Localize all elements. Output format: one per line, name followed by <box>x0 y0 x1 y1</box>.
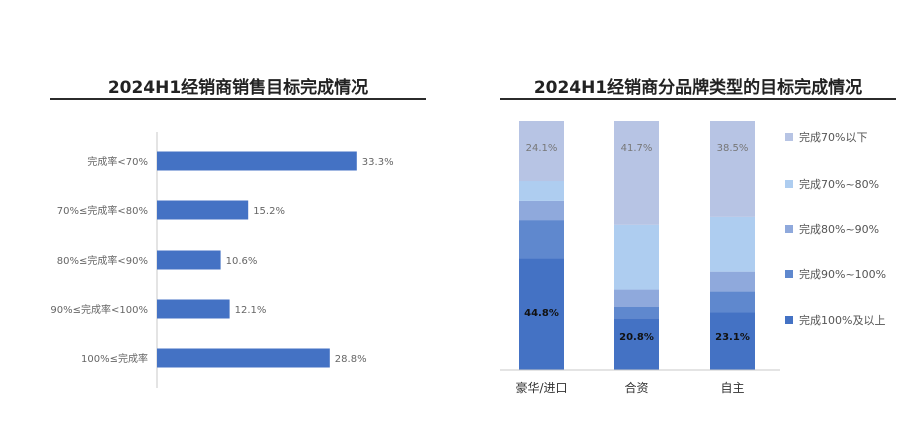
category-label: 完成率<70% <box>87 155 148 168</box>
x-category-label: 自主 <box>720 381 744 395</box>
bar <box>157 299 230 319</box>
stacked-segment <box>614 224 659 290</box>
stacked-segment <box>519 181 564 201</box>
segment-value-label: 44.8% <box>524 308 559 319</box>
stacked-segment <box>710 121 755 217</box>
category-label: 90%≤完成率<100% <box>50 303 148 316</box>
chart-title-right: 2024H1经销商分品牌类型的目标完成情况 <box>533 78 863 98</box>
stacked-segment <box>519 258 564 370</box>
legend-label: 完成90%~100% <box>799 267 886 281</box>
legend-swatch <box>785 270 793 278</box>
title-underline-right <box>500 98 896 100</box>
bar <box>157 151 357 171</box>
legend-label: 完成100%及以上 <box>799 313 885 327</box>
bar <box>157 348 330 368</box>
legend-swatch <box>785 133 793 141</box>
stacked-segment <box>710 216 755 272</box>
bar-value-label: 33.3% <box>362 157 394 168</box>
x-category-label: 豪华/进口 <box>515 380 567 395</box>
stacked-segment <box>614 289 659 308</box>
bar-value-label: 28.8% <box>335 354 367 365</box>
bar-value-label: 15.2% <box>253 206 285 217</box>
stacked-segment <box>519 121 564 182</box>
legend-swatch <box>785 180 793 188</box>
bar-value-label: 10.6% <box>226 256 258 267</box>
segment-value-label: 41.7% <box>621 143 653 154</box>
legend-swatch <box>785 316 793 324</box>
stacked-segment <box>519 220 564 259</box>
segment-value-label: 20.8% <box>619 332 654 343</box>
stacked-segment <box>614 318 659 370</box>
category-label: 100%≤完成率 <box>81 352 148 365</box>
chart-title-left: 2024H1经销商销售目标完成情况 <box>107 78 369 98</box>
stacked-segment <box>710 312 755 370</box>
segment-value-label: 38.5% <box>717 143 749 154</box>
bar-value-label: 12.1% <box>235 305 267 316</box>
stacked-segment <box>614 307 659 319</box>
stacked-segment <box>710 271 755 292</box>
stacked-segment <box>710 291 755 313</box>
bar <box>157 250 221 270</box>
category-label: 70%≤完成率<80% <box>57 204 148 217</box>
stacked-segment <box>614 121 659 225</box>
stacked-segment <box>519 200 564 221</box>
title-underline-left <box>50 98 426 100</box>
legend-label: 完成70%以下 <box>799 130 867 144</box>
legend-swatch <box>785 225 793 233</box>
x-category-label: 合资 <box>624 380 648 395</box>
category-label: 80%≤完成率<90% <box>57 254 148 267</box>
legend-label: 完成80%~90% <box>799 222 879 236</box>
bar <box>157 200 249 220</box>
legend-label: 完成70%~80% <box>799 177 879 191</box>
segment-value-label: 23.1% <box>715 332 750 343</box>
segment-value-label: 24.1% <box>526 143 558 154</box>
